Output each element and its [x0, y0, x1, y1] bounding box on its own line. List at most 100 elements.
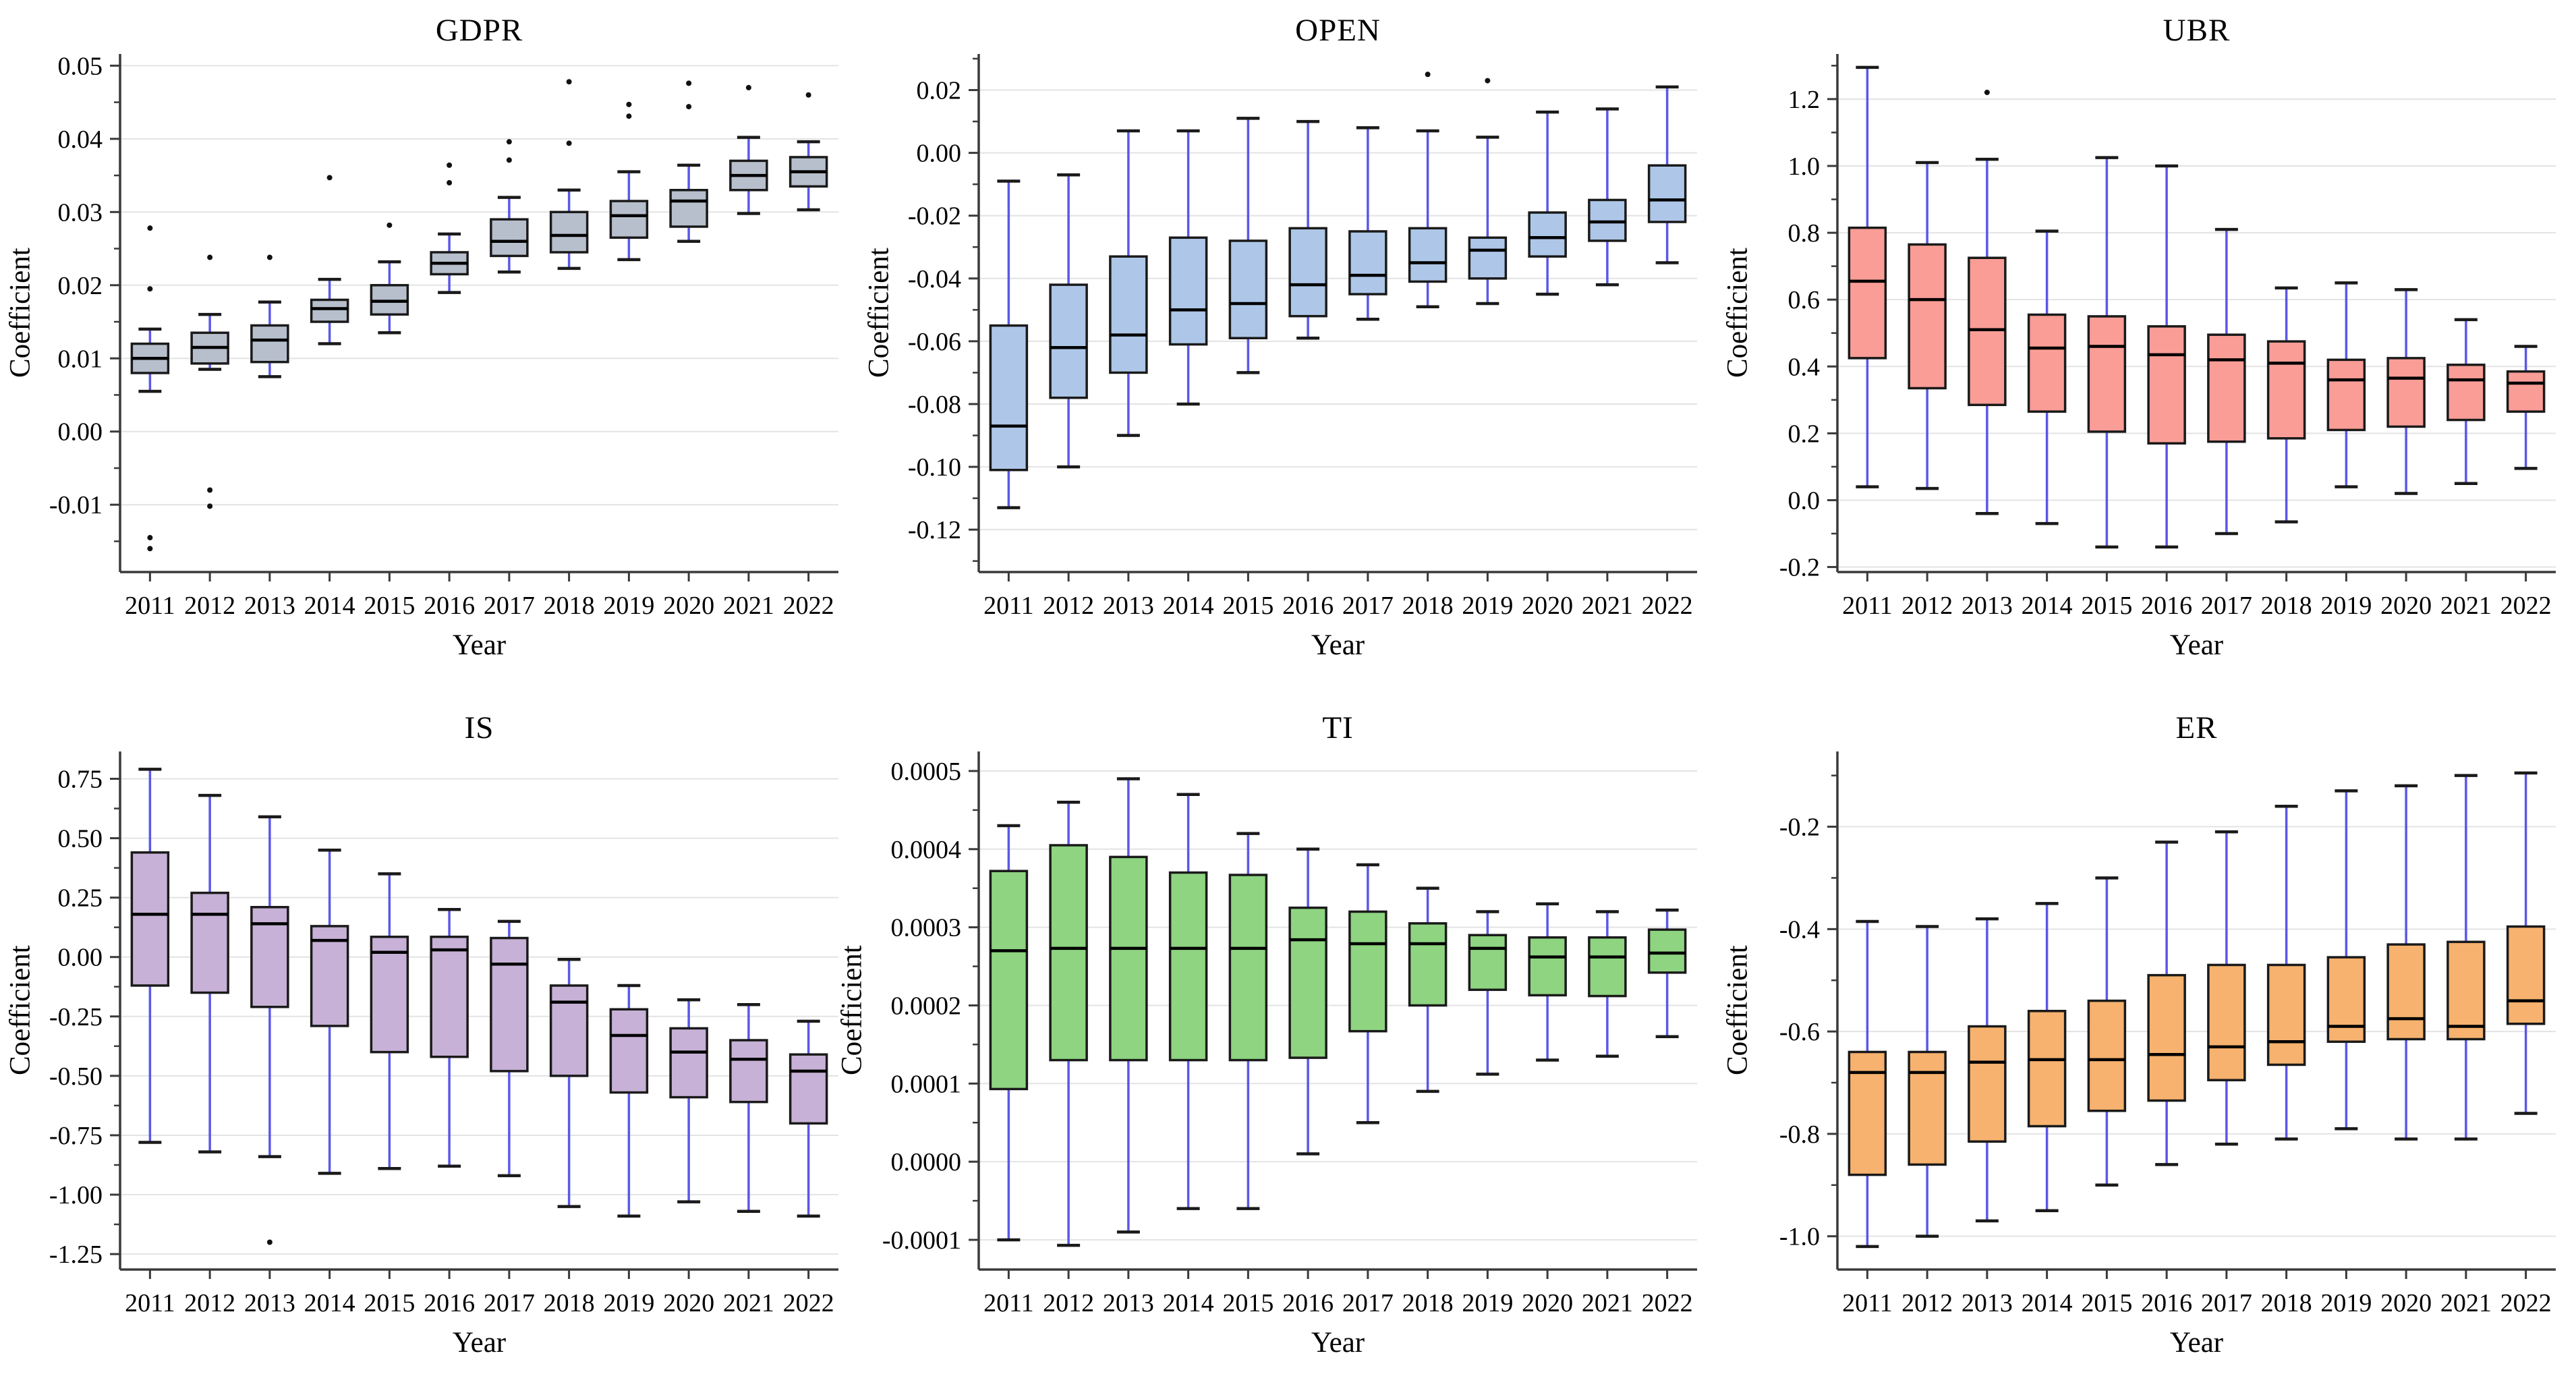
outlier-point [1485, 78, 1491, 84]
outlier-point [207, 503, 213, 509]
outlier-point [626, 101, 632, 107]
y-tick-label: 0.00 [58, 944, 103, 972]
x-tick-label: 2016 [1282, 592, 1334, 620]
x-tick-label: 2012 [1901, 592, 1953, 620]
y-tick-label: -0.02 [908, 202, 961, 231]
x-tick-label: 2017 [1342, 592, 1394, 620]
x-tick-label: 2017 [484, 592, 535, 620]
x-tick-label: 2016 [424, 592, 475, 620]
x-tick-label: 2019 [1462, 1289, 1513, 1317]
box-iqr [490, 936, 529, 1073]
boxplot-canvas-open: 0.02 0.00 -0.02 -0.04 -0.06 -0.08 -0.10 -0.12 20… [908, 54, 1697, 620]
box-iqr [669, 189, 708, 228]
box-iqr [789, 1053, 828, 1125]
panel-ubr: UBR Coefficient 1.2 1.0 0.8 0.6 0.4 0.2 0.0 -0.… [1717, 0, 2576, 698]
boxplot-canvas-ti: 0.0005 0.0004 0.0003 0.0002 0.0001 0.0000 -0.0… [882, 751, 1697, 1317]
x-tick-label: 2022 [1642, 1289, 1693, 1317]
x-tick-label: 2016 [1282, 1289, 1334, 1317]
box-iqr [370, 936, 409, 1054]
outlier-point [1425, 72, 1431, 78]
box-iqr [2446, 940, 2486, 1041]
outlier-point [686, 104, 692, 110]
box-iqr [989, 324, 1029, 472]
outlier-point [506, 139, 512, 145]
x-tick-label: 2014 [2022, 592, 2073, 620]
y-tick-label: -0.25 [49, 1003, 103, 1031]
box-iqr [1228, 239, 1268, 339]
x-tick-label: 2016 [424, 1289, 475, 1317]
box-iqr [609, 200, 649, 239]
y-tick-label: 0.0001 [891, 1070, 962, 1098]
x-axis-label: Year [1311, 629, 1365, 661]
box-iqr [1848, 226, 1887, 360]
y-tick-label: -0.4 [1779, 915, 1820, 944]
outlier-point [566, 140, 572, 146]
outlier-point [686, 80, 692, 86]
box-iqr [310, 298, 349, 323]
x-tick-label: 2013 [244, 1289, 295, 1317]
x-tick-label: 2021 [2440, 592, 2492, 620]
x-tick-label: 2020 [663, 592, 714, 620]
y-tick-label: 0.00 [58, 418, 103, 447]
box-iqr [190, 891, 229, 994]
x-tick-label: 2012 [1043, 1289, 1094, 1317]
x-tick-label: 2021 [1582, 1289, 1633, 1317]
box-iqr [1588, 936, 1627, 998]
x-tick-label: 2011 [1842, 1289, 1893, 1317]
outlier-point [805, 92, 811, 98]
y-tick-label: 0.02 [917, 77, 962, 105]
y-tick-label: 0.00 [917, 140, 962, 168]
y-tick-label: 1.2 [1788, 86, 1821, 114]
panel-title-open: OPEN [1295, 13, 1381, 48]
panel-title-gdpr: GDPR [435, 13, 523, 48]
x-tick-label: 2015 [364, 592, 415, 620]
boxplot-canvas-gdpr: 0.05 0.04 0.03 0.02 0.01 0.00 -0.01 2011 2012 201… [49, 52, 838, 620]
y-tick-label: -0.04 [908, 265, 961, 293]
x-tick-label: 2015 [2081, 592, 2132, 620]
y-tick-label: 0.01 [58, 345, 103, 373]
panel-title-is: IS [464, 710, 494, 745]
y-tick-label: 0.04 [58, 125, 103, 154]
box-iqr [2207, 963, 2246, 1081]
panel-er: ER Coefficient -0.2 -0.4 -0.6 -0.8 -1.0 2011 2… [1717, 698, 2576, 1395]
y-tick-label: -0.0001 [882, 1226, 961, 1255]
y-tick-label: 0.02 [58, 272, 103, 300]
x-tick-label: 2018 [1402, 1289, 1454, 1317]
x-axis-label: Year [2169, 629, 2224, 661]
box-iqr [1528, 936, 1567, 997]
x-tick-label: 2011 [983, 1289, 1034, 1317]
x-tick-label: 2013 [244, 592, 295, 620]
y-tick-label: 0.75 [58, 766, 103, 794]
box-iqr [2266, 963, 2306, 1066]
x-tick-label: 2011 [125, 592, 175, 620]
outlier-point [1984, 89, 1990, 95]
x-tick-label: 2017 [2201, 1289, 2252, 1317]
x-tick-label: 2017 [484, 1289, 535, 1317]
box-iqr [1848, 1050, 1887, 1176]
box-iqr [1408, 922, 1448, 1007]
y-tick-label: 0.0 [1788, 486, 1821, 515]
y-tick-label: 0.2 [1788, 420, 1821, 448]
x-tick-label: 2012 [184, 1289, 235, 1317]
y-tick-label: 0.0004 [891, 836, 962, 864]
y-tick-label: -0.10 [908, 453, 961, 482]
box-iqr [1468, 934, 1508, 992]
box-iqr [1908, 243, 1947, 390]
box-iqr [1109, 255, 1148, 374]
y-tick-label: -0.06 [908, 328, 961, 356]
x-tick-label: 2020 [2380, 592, 2432, 620]
outlier-point [745, 84, 751, 90]
x-tick-label: 2021 [1582, 592, 1633, 620]
outlier-point [207, 487, 213, 493]
y-tick-label: -1.0 [1779, 1223, 1820, 1251]
box-iqr [1408, 227, 1448, 283]
boxplot-canvas-er: -0.2 -0.4 -0.6 -0.8 -1.0 2011 2012 2013 2014 2015… [1779, 751, 2556, 1317]
box-iqr [1288, 906, 1327, 1059]
x-axis-label: Year [1311, 1327, 1365, 1359]
x-tick-label: 2015 [1222, 1289, 1273, 1317]
outlier-point [626, 113, 632, 119]
box-iqr [989, 870, 1029, 1091]
outlier-point [266, 1239, 273, 1245]
box-iqr [1908, 1050, 1947, 1166]
box-iqr [549, 984, 589, 1077]
